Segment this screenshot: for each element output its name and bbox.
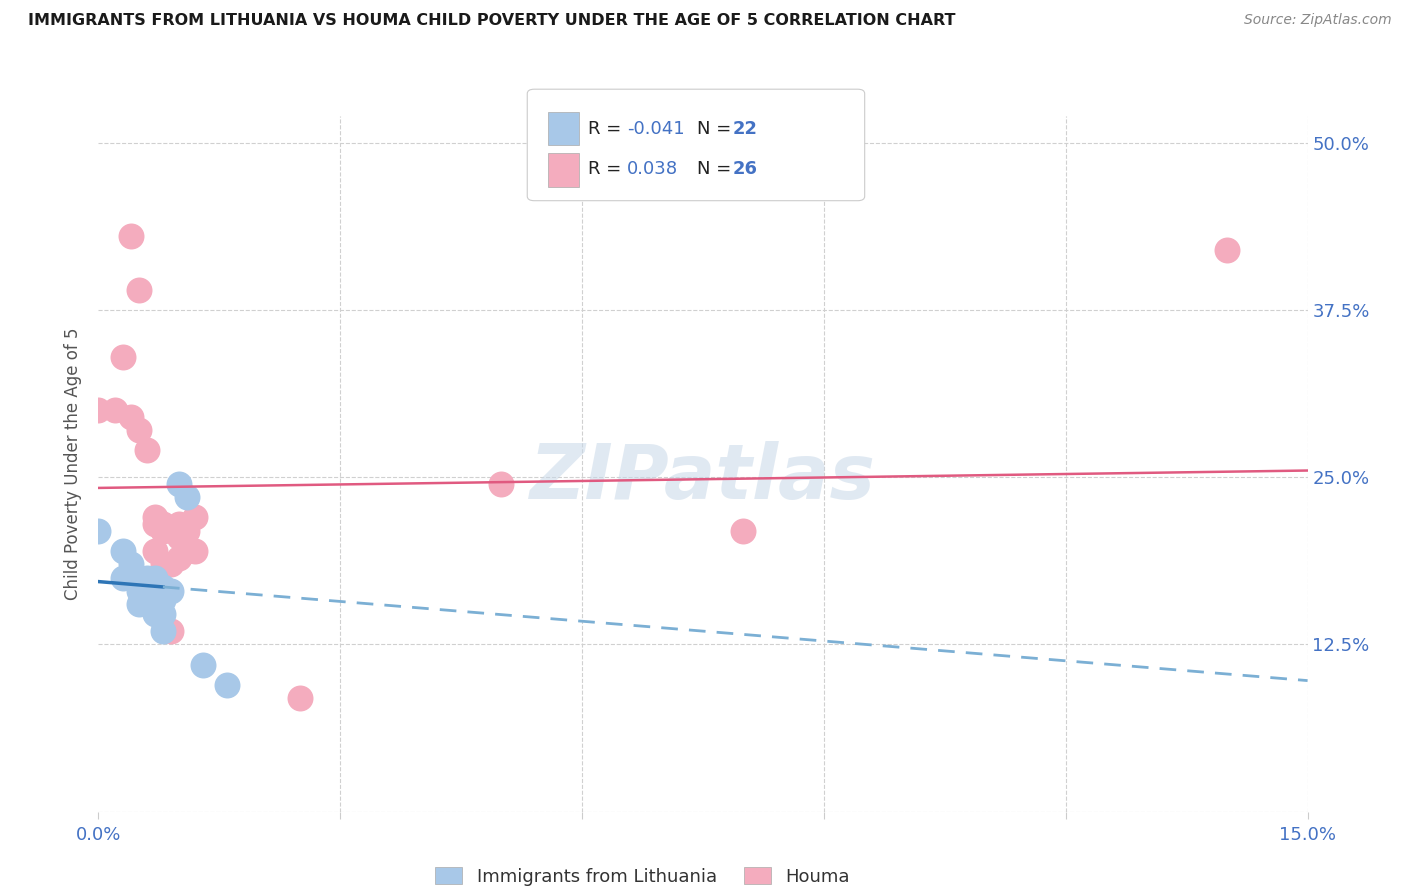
Point xyxy=(184,544,207,558)
Point xyxy=(143,544,166,558)
Point xyxy=(111,544,134,558)
Point xyxy=(160,557,183,572)
Point xyxy=(152,517,174,532)
Point xyxy=(160,624,183,639)
Text: ZIPatlas: ZIPatlas xyxy=(530,441,876,515)
Text: N =: N = xyxy=(697,120,737,138)
Text: -0.041: -0.041 xyxy=(627,120,685,138)
Point xyxy=(120,229,142,244)
Point xyxy=(111,350,134,364)
Text: N =: N = xyxy=(697,161,737,178)
Point xyxy=(128,577,150,591)
Point xyxy=(128,598,150,612)
Text: 22: 22 xyxy=(733,120,758,138)
Point xyxy=(184,510,207,524)
Point xyxy=(135,571,157,585)
Point xyxy=(143,587,166,601)
Point xyxy=(128,424,150,438)
Legend: Immigrants from Lithuania, Houma: Immigrants from Lithuania, Houma xyxy=(427,860,858,892)
Point xyxy=(143,517,166,532)
Point xyxy=(176,491,198,505)
Point xyxy=(193,657,215,672)
Y-axis label: Child Poverty Under the Age of 5: Child Poverty Under the Age of 5 xyxy=(65,327,83,600)
Point xyxy=(733,524,755,538)
Text: 26: 26 xyxy=(733,161,758,178)
Point xyxy=(1216,243,1239,257)
Point xyxy=(160,584,183,599)
Point xyxy=(128,584,150,599)
Point xyxy=(167,517,190,532)
Text: R =: R = xyxy=(588,161,627,178)
Text: R =: R = xyxy=(588,120,627,138)
Text: IMMIGRANTS FROM LITHUANIA VS HOUMA CHILD POVERTY UNDER THE AGE OF 5 CORRELATION : IMMIGRANTS FROM LITHUANIA VS HOUMA CHILD… xyxy=(28,13,956,29)
Point xyxy=(167,550,190,565)
Point xyxy=(135,593,157,607)
Point xyxy=(152,624,174,639)
Point xyxy=(152,524,174,538)
Point xyxy=(167,477,190,491)
Point xyxy=(143,598,166,612)
Point xyxy=(152,593,174,607)
Point xyxy=(167,530,190,544)
Point xyxy=(87,403,110,417)
Point xyxy=(217,678,239,692)
Point xyxy=(491,477,513,491)
Point xyxy=(128,283,150,297)
Point xyxy=(135,584,157,599)
Point xyxy=(143,510,166,524)
Point xyxy=(120,557,142,572)
Point xyxy=(288,690,311,705)
Point xyxy=(152,557,174,572)
Point xyxy=(176,544,198,558)
Point xyxy=(103,403,125,417)
Point xyxy=(152,580,174,594)
Point xyxy=(143,607,166,621)
Point xyxy=(176,524,198,538)
Text: 0.038: 0.038 xyxy=(627,161,678,178)
Text: Source: ZipAtlas.com: Source: ZipAtlas.com xyxy=(1244,13,1392,28)
Point xyxy=(135,443,157,458)
Point xyxy=(120,410,142,425)
Point xyxy=(87,524,110,538)
Point xyxy=(152,607,174,621)
Point xyxy=(143,571,166,585)
Point xyxy=(111,571,134,585)
